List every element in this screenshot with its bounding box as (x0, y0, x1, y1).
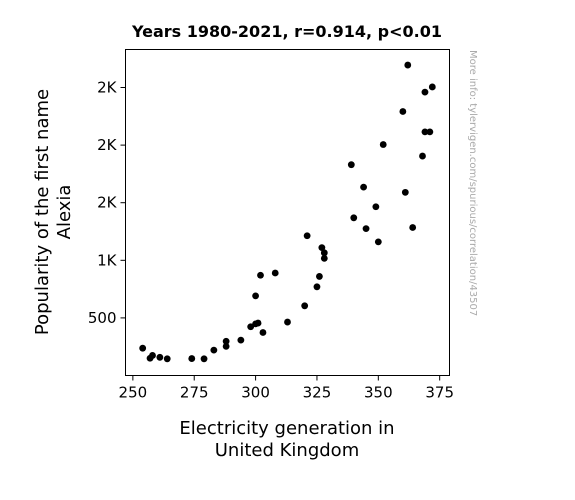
watermark: More info: tylervigen.com/spurious/corre… (467, 50, 478, 316)
data-point (421, 88, 429, 96)
data-point (320, 254, 328, 262)
data-point (316, 273, 323, 280)
data-point (347, 161, 355, 169)
y-tick-label: 500 (88, 309, 117, 327)
data-point (318, 244, 326, 252)
data-points (139, 61, 436, 363)
y-axis-label-line2: Alexia (54, 185, 75, 240)
data-point (313, 283, 321, 291)
x-axis-label-line2: United Kingdom (215, 440, 359, 461)
data-point (301, 302, 309, 310)
data-point (284, 318, 291, 326)
data-point (156, 353, 164, 361)
x-tick-label: 250 (119, 384, 148, 402)
data-point (254, 319, 262, 327)
data-point (360, 183, 367, 191)
data-point (271, 269, 279, 277)
data-point (303, 232, 311, 240)
data-point (222, 342, 230, 350)
data-point (200, 355, 208, 363)
data-point (372, 203, 380, 211)
chart-title: Years 1980-2021, r=0.914, p<0.01 (131, 22, 442, 41)
x-axis-ticks: 250 275 300 325 350 375 (119, 375, 454, 402)
x-tick-label: 350 (364, 384, 393, 402)
data-point (379, 141, 387, 148)
data-point (247, 323, 255, 331)
data-point (421, 128, 429, 136)
x-axis-label-line1: Electricity generation in (179, 418, 394, 439)
data-point (409, 224, 417, 231)
y-axis-label-line1: Popularity of the first name (32, 89, 53, 335)
y-tick-label: 2K (97, 194, 118, 212)
data-point (399, 108, 407, 115)
data-point (428, 83, 436, 91)
data-point (320, 249, 328, 257)
y-axis-ticks: 500 1K 2K 2K 2K (88, 79, 126, 327)
x-tick-label: 325 (303, 384, 332, 402)
y-tick-label: 2K (97, 136, 118, 154)
data-point (257, 271, 264, 279)
data-point (404, 61, 412, 69)
data-point (259, 329, 267, 336)
data-point (401, 188, 409, 196)
data-point (350, 214, 358, 222)
plot-area (125, 49, 450, 376)
data-point (237, 336, 245, 344)
x-tick-label: 300 (241, 384, 270, 402)
plot-frame (125, 49, 450, 376)
data-point (362, 225, 370, 233)
data-point (222, 337, 230, 345)
y-tick-label: 1K (97, 251, 118, 269)
y-tick-label: 2K (97, 79, 118, 97)
data-point (210, 346, 218, 354)
data-point (252, 292, 259, 300)
data-point (426, 128, 434, 136)
data-point (149, 352, 156, 359)
data-point (188, 355, 196, 362)
data-point (163, 355, 171, 363)
x-tick-label: 275 (180, 384, 209, 402)
data-point (139, 344, 147, 352)
data-point (419, 152, 426, 160)
data-point (374, 238, 382, 246)
x-tick-label: 375 (425, 384, 454, 402)
